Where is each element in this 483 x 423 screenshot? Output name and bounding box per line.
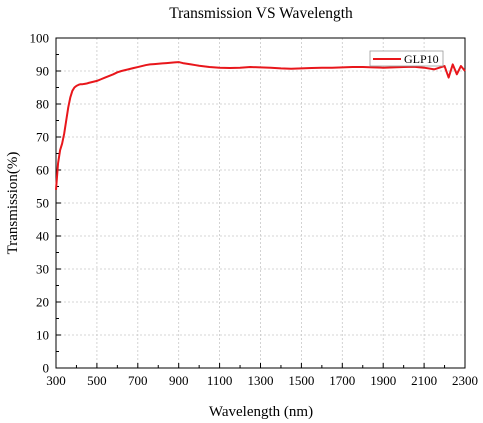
series-layer [55, 61, 466, 190]
x-tick-label: 300 [46, 373, 66, 388]
x-tick-label: 900 [169, 373, 189, 388]
y-tick-label: 80 [36, 97, 49, 112]
x-tick-label: 700 [128, 373, 148, 388]
x-tick-label: 1500 [288, 373, 314, 388]
y-tick-label: 40 [36, 229, 49, 244]
legend: GLP10 [369, 50, 444, 67]
x-tick-label: 1100 [207, 373, 233, 388]
y-axis-title: Transmission(%) [5, 152, 21, 255]
x-tick-label: 2100 [411, 373, 437, 388]
x-tick-label: 1700 [329, 373, 355, 388]
y-tick-label: 50 [36, 196, 49, 211]
y-tick-label: 70 [36, 130, 49, 145]
grid-lines [56, 38, 465, 368]
x-tick-label: 2300 [452, 373, 478, 388]
x-tick-label: 1300 [248, 373, 274, 388]
legend-box [369, 50, 444, 67]
y-tick-label: 20 [36, 295, 49, 310]
chart-title: Transmission VS Wavelength [169, 5, 353, 22]
x-tick-label: 500 [87, 373, 107, 388]
y-tick-label: 100 [30, 31, 50, 46]
series-line-glp10 [55, 61, 466, 190]
y-tick-label: 0 [43, 361, 50, 376]
y-tick-label: 30 [36, 262, 49, 277]
axis-ticks: 300 500 700 900 1100 1300 1500 1700 1900 2100 2300… [30, 31, 479, 389]
x-axis-title: Wavelength (nm) [209, 404, 313, 420]
x-tick-label: 1900 [370, 373, 396, 388]
y-tick-label: 60 [36, 163, 49, 178]
y-tick-label: 10 [36, 328, 49, 343]
legend-label: GLP10 [404, 52, 439, 66]
y-tick-label: 90 [36, 64, 49, 79]
